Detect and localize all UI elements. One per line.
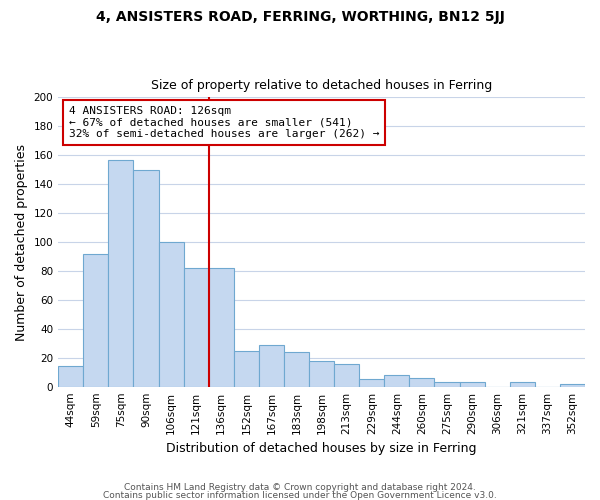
Y-axis label: Number of detached properties: Number of detached properties bbox=[15, 144, 28, 340]
Bar bbox=[434, 382, 460, 386]
Bar bbox=[259, 344, 284, 387]
Text: 4 ANSISTERS ROAD: 126sqm
← 67% of detached houses are smaller (541)
32% of semi-: 4 ANSISTERS ROAD: 126sqm ← 67% of detach… bbox=[69, 106, 379, 139]
Bar bbox=[309, 360, 334, 386]
Title: Size of property relative to detached houses in Ferring: Size of property relative to detached ho… bbox=[151, 79, 492, 92]
Bar bbox=[209, 268, 234, 386]
Bar bbox=[109, 160, 133, 386]
Bar bbox=[385, 375, 409, 386]
Bar bbox=[409, 378, 434, 386]
Bar bbox=[58, 366, 83, 386]
Bar bbox=[334, 364, 359, 386]
Bar bbox=[560, 384, 585, 386]
Bar bbox=[234, 350, 259, 386]
Text: 4, ANSISTERS ROAD, FERRING, WORTHING, BN12 5JJ: 4, ANSISTERS ROAD, FERRING, WORTHING, BN… bbox=[95, 10, 505, 24]
Bar bbox=[133, 170, 158, 386]
Bar bbox=[83, 254, 109, 386]
Text: Contains public sector information licensed under the Open Government Licence v3: Contains public sector information licen… bbox=[103, 490, 497, 500]
Bar bbox=[510, 382, 535, 386]
Bar bbox=[184, 268, 209, 386]
Bar bbox=[284, 352, 309, 386]
Bar bbox=[359, 380, 385, 386]
X-axis label: Distribution of detached houses by size in Ferring: Distribution of detached houses by size … bbox=[166, 442, 477, 455]
Bar bbox=[158, 242, 184, 386]
Bar bbox=[460, 382, 485, 386]
Text: Contains HM Land Registry data © Crown copyright and database right 2024.: Contains HM Land Registry data © Crown c… bbox=[124, 484, 476, 492]
